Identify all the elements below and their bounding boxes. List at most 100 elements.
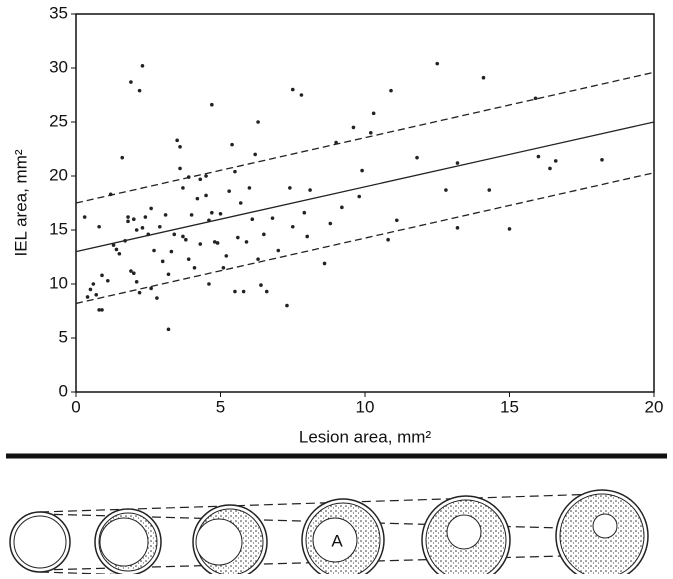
data-point	[256, 120, 260, 124]
prediction-band	[75, 172, 655, 305]
data-point	[204, 193, 208, 198]
data-point	[548, 166, 552, 171]
data-point	[97, 308, 101, 312]
data-point	[553, 159, 558, 163]
data-point	[88, 287, 93, 292]
data-point	[184, 237, 188, 242]
data-point	[100, 273, 104, 278]
data-point	[415, 155, 419, 160]
regression-line	[75, 121, 655, 253]
data-point	[178, 145, 182, 149]
data-point	[236, 235, 240, 240]
data-point	[181, 234, 185, 239]
data-point	[152, 248, 156, 253]
data-point	[389, 88, 393, 93]
data-point	[134, 228, 139, 232]
data-point	[233, 289, 237, 294]
y-tick-label: 0	[59, 381, 68, 400]
data-point	[290, 87, 295, 92]
data-point	[158, 224, 162, 229]
data-point	[178, 166, 182, 171]
data-point	[186, 257, 191, 261]
x-tick-label: 20	[645, 397, 664, 416]
data-point	[536, 154, 541, 159]
data-point	[308, 188, 312, 192]
data-point	[140, 226, 145, 230]
x-tick-label: 0	[71, 397, 80, 416]
data-point	[137, 290, 142, 295]
data-point	[160, 259, 165, 264]
data-point	[137, 88, 142, 93]
data-point	[210, 210, 214, 215]
data-point	[85, 295, 90, 299]
y-tick-label: 10	[49, 273, 68, 292]
data-point	[143, 215, 148, 219]
data-point	[207, 282, 211, 286]
data-point	[322, 261, 327, 266]
data-point	[351, 125, 356, 130]
data-point	[207, 218, 211, 223]
data-point	[166, 327, 171, 332]
data-point	[172, 232, 177, 237]
data-point	[290, 224, 295, 229]
data-point	[123, 239, 127, 243]
data-point	[507, 227, 512, 231]
data-point	[91, 282, 96, 286]
data-point	[212, 240, 217, 244]
data-point	[129, 269, 133, 273]
plot-frame	[75, 13, 655, 393]
data-point	[455, 161, 460, 165]
data-point	[215, 241, 220, 245]
data-point	[288, 186, 292, 190]
data-point	[146, 232, 151, 237]
y-tick-label: 20	[49, 165, 68, 184]
data-point	[340, 205, 344, 210]
data-point	[455, 226, 460, 230]
data-point	[259, 283, 263, 287]
data-point	[132, 271, 136, 276]
remodeling-diagram	[9, 489, 649, 579]
y-tick-label: 5	[59, 327, 68, 346]
data-point	[238, 201, 243, 205]
data-point	[192, 266, 197, 270]
data-point	[218, 212, 223, 216]
data-point	[270, 216, 275, 220]
prediction-band	[75, 71, 655, 204]
y-axis-label: IEL area, mm²	[11, 149, 30, 256]
data-point	[302, 210, 307, 215]
data-point	[169, 249, 174, 254]
x-tick-label: 10	[356, 397, 375, 416]
data-point	[198, 242, 203, 246]
y-tick-label: 30	[49, 57, 68, 76]
data-point	[241, 289, 246, 294]
y-tick-label: 35	[49, 3, 68, 22]
data-point	[94, 293, 99, 297]
data-point	[334, 140, 338, 145]
data-point	[487, 188, 492, 192]
data-point	[256, 257, 260, 261]
data-point	[435, 61, 440, 66]
data-point	[82, 215, 87, 219]
data-point	[149, 286, 153, 291]
data-point	[181, 186, 185, 190]
data-point	[233, 169, 237, 174]
data-point	[360, 168, 364, 173]
diagram-label: A	[331, 531, 343, 550]
data-point	[108, 192, 113, 197]
data-point	[126, 219, 130, 224]
data-point	[163, 213, 168, 217]
data-point	[134, 280, 139, 284]
data-point	[195, 196, 200, 201]
data-point	[368, 131, 373, 135]
x-tick-label: 5	[216, 397, 225, 416]
data-point	[227, 189, 231, 193]
data-point	[166, 272, 171, 277]
data-point	[155, 296, 159, 300]
data-point	[386, 237, 390, 242]
data-point	[140, 64, 145, 68]
data-point	[481, 75, 486, 80]
data-point	[114, 247, 119, 252]
data-point	[253, 152, 257, 157]
data-point	[175, 138, 179, 143]
